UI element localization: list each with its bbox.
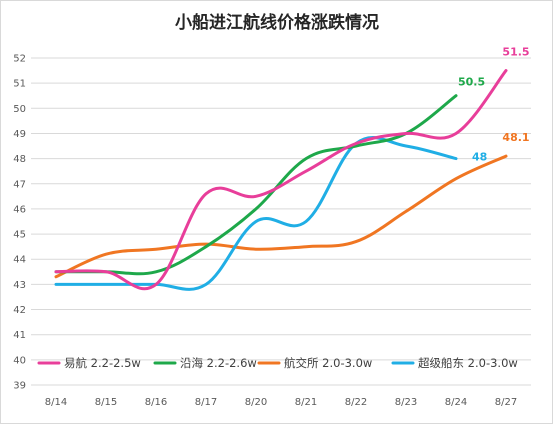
x-tick-label: 8/24 [445, 397, 467, 408]
x-tick-label: 8/14 [45, 397, 67, 408]
y-tick-label: 41 [13, 330, 26, 341]
x-tick-label: 8/22 [345, 397, 367, 408]
x-tick-label: 8/15 [95, 397, 117, 408]
series-line [54, 69, 508, 291]
y-tick-label: 45 [13, 230, 26, 241]
x-axis: 8/14 8/15 8/16 8/17 8/20 8/21 8/22 8/23 8/24 8/27 [45, 397, 517, 408]
y-tick-label: 50 [13, 104, 26, 115]
data-label: 48 [472, 151, 487, 164]
chart-title: 小船进江航线价格涨跌情况 [175, 12, 379, 33]
legend: 易航 2.2-2.5w 沿海 2.2-2.6w 航交所 2.0-3.0w 超级船东 2… [37, 356, 518, 370]
legend-label: 航交所 2.0-3.0w [284, 356, 372, 370]
y-tick-label: 44 [13, 255, 26, 266]
x-tick-label: 8/27 [495, 397, 517, 408]
series-line [54, 136, 458, 291]
legend-label: 超级船东 2.0-3.0w [418, 356, 518, 370]
grid-lines [31, 57, 531, 386]
y-tick-label: 43 [13, 280, 26, 291]
x-tick-label: 8/23 [395, 397, 417, 408]
series-line [54, 154, 508, 279]
y-tick-label: 47 [13, 179, 26, 190]
y-tick-label: 51 [13, 79, 26, 90]
y-tick-label: 48 [13, 154, 26, 165]
y-tick-label: 40 [13, 355, 26, 366]
y-tick-label: 46 [13, 204, 26, 215]
data-label: 50.5 [458, 76, 485, 89]
legend-label: 沿海 2.2-2.6w [180, 356, 257, 370]
data-labels: 48.1 48 50.5 51.5 [458, 46, 530, 164]
y-tick-label: 52 [13, 54, 26, 65]
data-label: 48.1 [502, 131, 529, 144]
data-label: 51.5 [502, 46, 529, 59]
y-axis: 39 40 41 42 43 44 45 46 47 48 49 50 51 52 [13, 54, 26, 392]
y-tick-label: 42 [13, 305, 26, 316]
y-tick-label: 49 [13, 129, 26, 140]
series-line [54, 94, 458, 276]
x-tick-label: 8/17 [195, 397, 217, 408]
x-tick-label: 8/20 [245, 397, 267, 408]
series-lines [54, 69, 508, 291]
x-tick-label: 8/21 [295, 397, 317, 408]
legend-label: 易航 2.2-2.5w [64, 356, 141, 370]
y-tick-label: 39 [13, 381, 26, 392]
x-tick-label: 8/16 [145, 397, 167, 408]
